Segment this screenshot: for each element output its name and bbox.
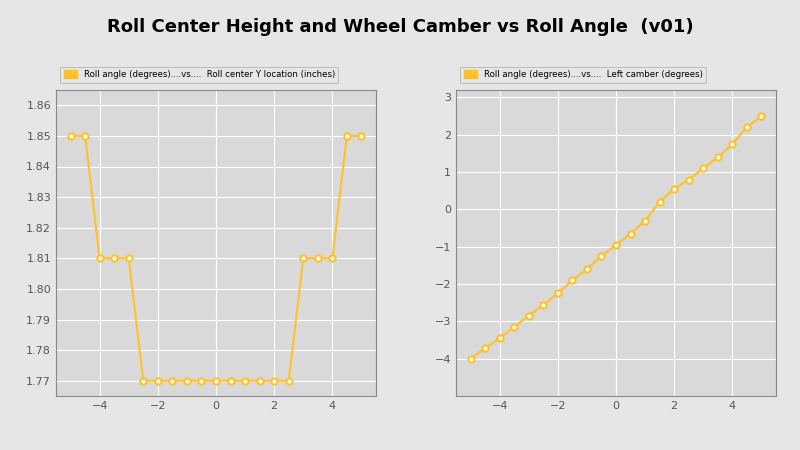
Legend: Roll angle (degrees)....vs....  Left camber (degrees): Roll angle (degrees)....vs.... Left camb… [460, 67, 706, 83]
Text: Roll Center Height and Wheel Camber vs Roll Angle  (v01): Roll Center Height and Wheel Camber vs R… [106, 18, 694, 36]
Legend: Roll angle (degrees)....vs....  Roll center Y location (inches): Roll angle (degrees)....vs.... Roll cent… [60, 67, 338, 83]
